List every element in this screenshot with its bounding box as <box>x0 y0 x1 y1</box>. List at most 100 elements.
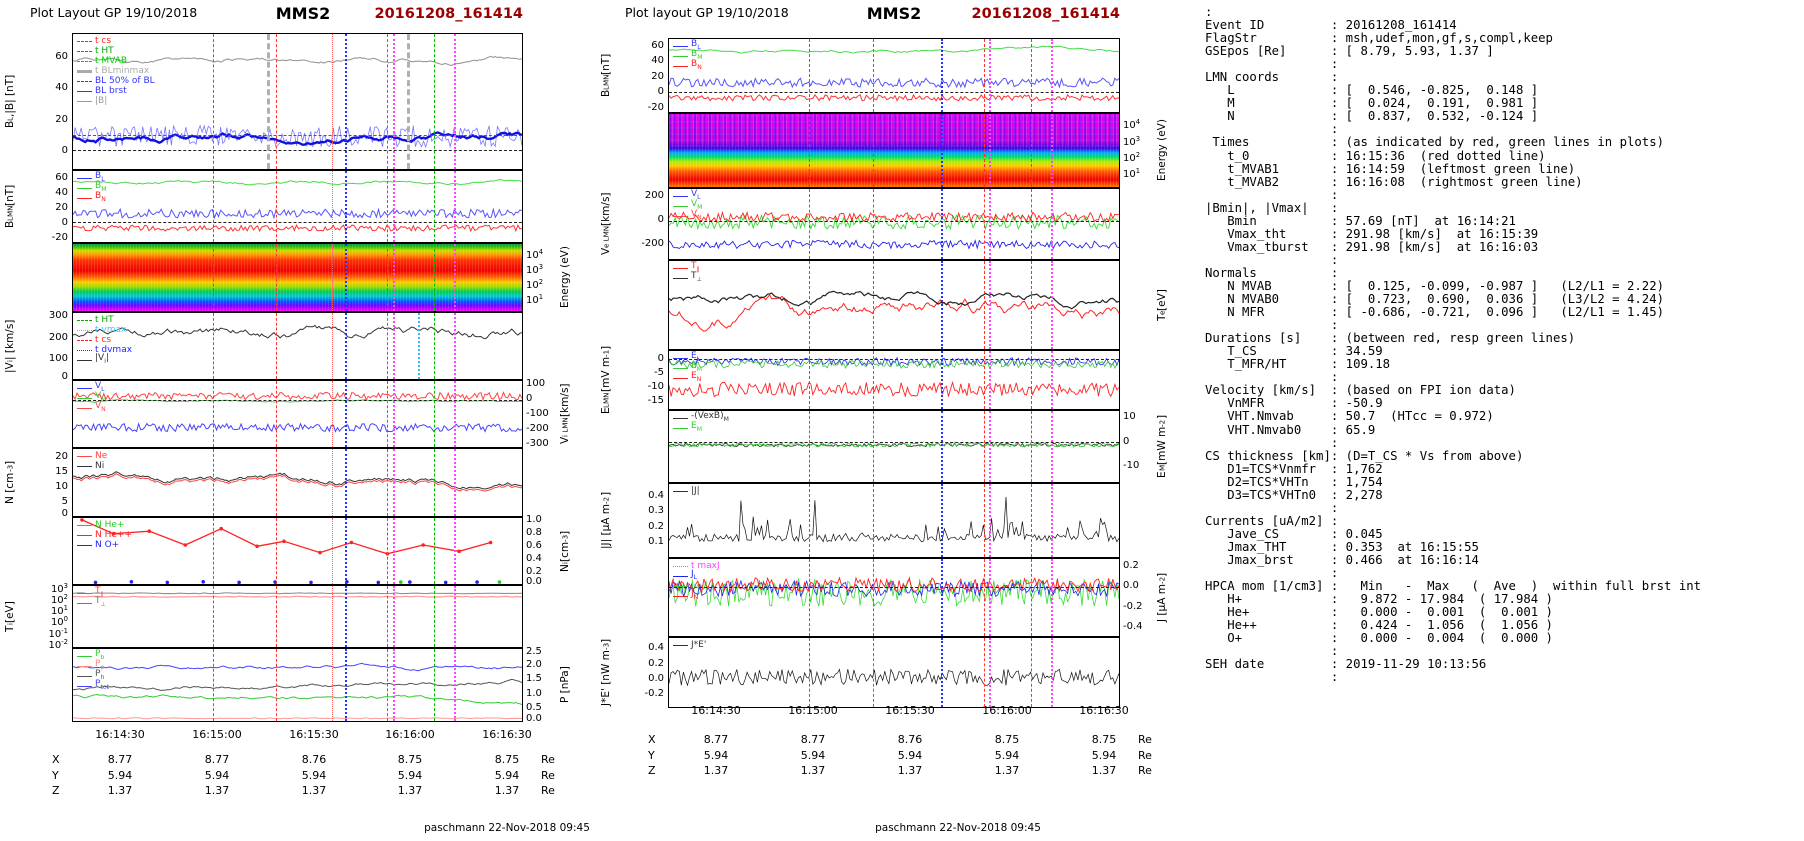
legend-entry: T∥ <box>673 262 702 273</box>
legend-label: BN <box>95 191 106 203</box>
event-line-t-dvmax <box>344 649 347 721</box>
event-line-jmax-brst <box>1050 39 1053 112</box>
y-tick-label: 0.0 <box>648 673 664 684</box>
Te-perp-trace <box>669 290 1119 310</box>
info-line: D2=TCS*VHTn : 1,754 <box>1205 474 1383 489</box>
legend-line-swatch <box>77 319 92 321</box>
legend-entry: |Vi| <box>77 354 132 365</box>
y-tick-label: 10 <box>55 481 68 492</box>
event-line-t-mvab1 <box>809 189 811 259</box>
E-N-trace <box>669 380 1119 398</box>
event-line-cs-right <box>983 638 985 707</box>
info-line: Event ID : 20161208_161414 <box>1205 18 1457 33</box>
legend-label: Pb <box>95 649 105 661</box>
legend-line-swatch <box>673 417 688 419</box>
right-tick-label: 1.0 <box>526 688 542 699</box>
legend-label: Pp <box>95 659 105 671</box>
y-tick-label: 102 <box>50 592 68 607</box>
right-tick-label: 0.6 <box>526 540 542 551</box>
time-tick-label: 16:14:30 <box>691 704 741 717</box>
event-line-t-dvmax <box>941 189 944 259</box>
y-tick-label: 0 <box>61 508 68 519</box>
panel-vi-lmn-legend: VL VM VN <box>77 381 106 413</box>
legend-entry: Ni <box>77 461 107 471</box>
legend-label: Ni <box>95 460 105 471</box>
event-line-cs-right <box>387 171 389 242</box>
position-value: 8.76 <box>897 733 923 746</box>
B-magnitude-trace <box>73 55 522 66</box>
zero-reference-line <box>669 587 1119 588</box>
event-line-t-dvmax <box>344 381 347 447</box>
event-line-t-mvab1 <box>809 261 811 349</box>
event-line-t-mvab2 <box>434 34 436 169</box>
legend-entry: BL <box>673 40 702 51</box>
y-tick-label: 0 <box>657 214 664 225</box>
position-value: 8.77 <box>107 753 133 766</box>
right-tick-label: 104 <box>1123 117 1141 132</box>
event-line-t-mvab2 <box>1031 261 1033 349</box>
right-tick-label: -10 <box>1123 460 1140 471</box>
position-value: 1.37 <box>107 784 133 797</box>
legend-label: t cs <box>95 334 112 345</box>
Ti-par-trace <box>73 595 522 598</box>
info-line: t_MVAB2 : 16:16:08 (rightmost green line… <box>1205 174 1583 189</box>
event-line-cs-right <box>983 189 985 259</box>
legend-line-swatch <box>77 397 92 399</box>
position-row-label: X <box>52 753 60 766</box>
legend-entry: BL 50% of BL <box>77 76 155 86</box>
legend-entry: EN <box>673 372 702 383</box>
position-value: 5.94 <box>994 748 1020 762</box>
legend-line-swatch <box>673 575 688 577</box>
minus-VexB-M-trace <box>669 442 1119 448</box>
event-line-t-mvab2 <box>1031 411 1033 482</box>
event-line-t0 <box>332 518 333 584</box>
info-line: VnMFR : -50.9 <box>1205 396 1383 411</box>
legend-line-swatch <box>673 565 688 567</box>
event-line-jmax-brst <box>1050 411 1053 482</box>
legend-label: VM <box>691 199 703 211</box>
y-tick-label: 0.1 <box>648 536 664 547</box>
panel-te-legend: T∥ T⊥ <box>673 262 702 283</box>
legend-entry: VM <box>673 199 703 211</box>
legend-label: VL <box>95 381 105 393</box>
legend-line-swatch <box>77 50 92 52</box>
legend-entry: t vmax <box>77 325 132 335</box>
right-axis-label: Energy (eV) <box>559 246 571 309</box>
y-tick-label: 40 <box>651 55 664 66</box>
legend-label: EM <box>691 361 702 373</box>
legend-entry: VN <box>77 402 106 413</box>
right-tick-label: 102 <box>1123 150 1141 165</box>
position-value: 1.37 <box>994 764 1020 777</box>
info-line: N MVAB0 : [ 0.723, 0.690, 0.036 ] (L3/L2… <box>1205 292 1665 307</box>
event-line-jmax-brst <box>453 34 456 169</box>
event-line-t-dvmax <box>941 351 944 409</box>
y-tick-label: 0 <box>61 145 68 156</box>
legend-entry: Pp <box>77 659 109 671</box>
y-tick-label: 20 <box>55 451 68 462</box>
legend-label: Ph <box>95 669 105 681</box>
right-axis-label: P [nPa] <box>559 666 571 704</box>
legend-label: JM <box>691 579 699 591</box>
panel-e-lmn-legend: EL EM EN <box>673 352 702 383</box>
position-unit: Re <box>1138 748 1152 762</box>
y-tick-label: 0.4 <box>648 490 664 501</box>
legend-line-swatch <box>77 187 92 189</box>
event-line-t-dvmax <box>941 114 944 187</box>
legend-line-swatch <box>77 197 92 199</box>
event-line-t-mvab1 <box>809 39 811 112</box>
event-line-t-mvab2 <box>434 518 436 584</box>
info-line: Times : (as indicated by red, green line… <box>1205 135 1665 150</box>
E-M-overlay-trace <box>669 441 1119 448</box>
legend-line-swatch <box>77 534 92 536</box>
panel-vi-magnitude: t HT t vmax t cs t dvmax |Vi| <box>72 312 523 380</box>
legend-line-swatch <box>673 644 688 646</box>
panel-pressure: Pb Pp Ph Ptot <box>72 648 523 722</box>
event-line-t-dvmax <box>941 261 944 349</box>
panel-ti-traces <box>73 592 522 598</box>
event-line-t-mvab1 <box>213 518 214 584</box>
info-line: N MVAB : [ 0.125, -0.099, -0.987 ] (L2/L… <box>1205 278 1665 293</box>
event-line-t-mvab2 <box>434 586 436 647</box>
event-line-t-mvab1 <box>213 649 214 721</box>
legend-entry: BL <box>77 172 106 183</box>
